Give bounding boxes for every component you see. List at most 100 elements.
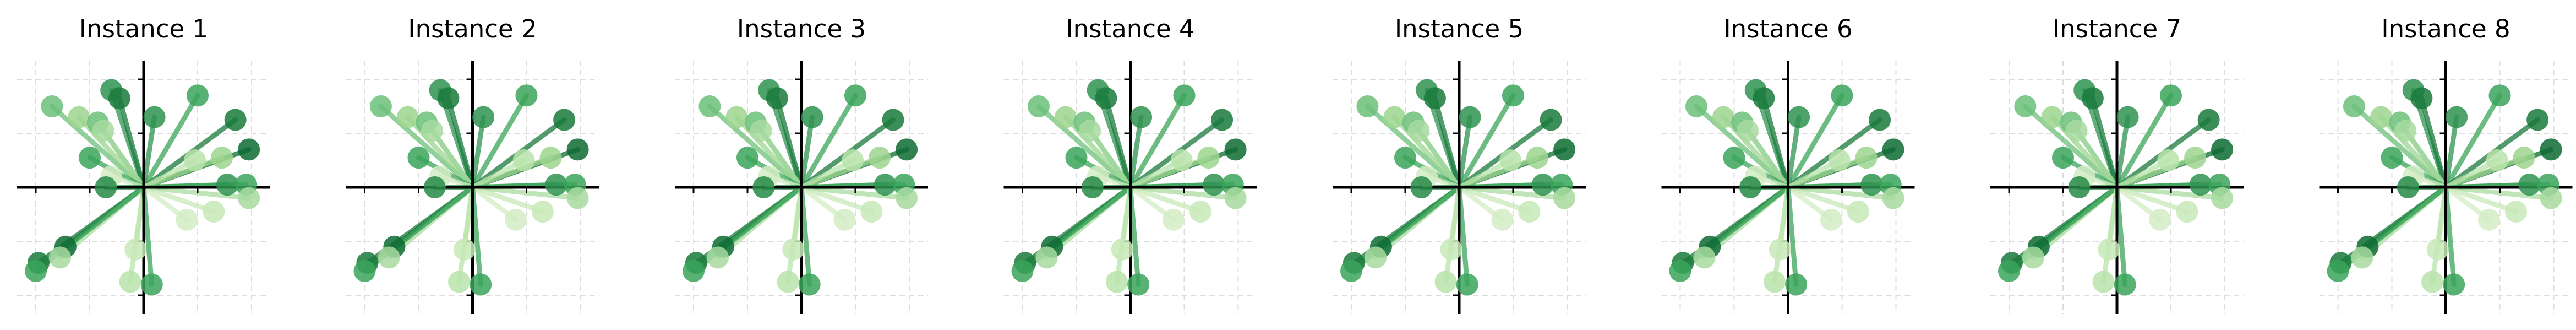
data-point xyxy=(224,109,247,131)
panels: Instance 1 Instance 2 Instance 3 Instance 4… xyxy=(17,14,2573,314)
data-point xyxy=(378,246,400,269)
data-point xyxy=(1693,246,1716,269)
data-point xyxy=(2410,87,2433,110)
data-point xyxy=(1788,106,1810,128)
data-point xyxy=(216,174,238,196)
data-point xyxy=(1831,84,1853,107)
data-point xyxy=(2211,138,2234,161)
data-point xyxy=(504,208,527,231)
vector-line xyxy=(1128,185,1203,214)
vector-line xyxy=(1128,115,1144,190)
data-point xyxy=(1011,259,1034,282)
vector-line xyxy=(799,93,858,190)
data-point xyxy=(49,246,72,269)
data-point xyxy=(553,109,576,131)
data-point xyxy=(2160,84,2182,107)
data-point xyxy=(2486,149,2508,171)
data-point xyxy=(1224,138,1247,161)
vector-line xyxy=(785,185,804,284)
data-point xyxy=(437,87,460,110)
data-point xyxy=(95,176,117,198)
data-point xyxy=(2381,147,2403,169)
vector-line xyxy=(2419,95,2448,190)
data-point xyxy=(1356,95,1379,117)
data-point xyxy=(1518,201,1541,223)
panel-title: Instance 3 xyxy=(737,14,866,44)
data-point xyxy=(2394,120,2416,142)
data-point xyxy=(1998,259,2020,282)
data-point xyxy=(1753,87,1775,110)
data-point xyxy=(2052,147,2074,169)
vector-line xyxy=(1786,93,1844,190)
data-point xyxy=(2327,259,2349,282)
data-point xyxy=(1491,208,1514,231)
data-point xyxy=(1860,174,1883,196)
data-point xyxy=(842,149,864,171)
panel-title: Instance 8 xyxy=(2381,14,2510,44)
data-point xyxy=(41,95,63,117)
data-point xyxy=(1531,174,1554,196)
data-point xyxy=(2114,273,2136,296)
vector-line xyxy=(470,93,529,190)
panel-title: Instance 5 xyxy=(1395,14,1524,44)
vector-line xyxy=(141,115,157,190)
vector-line xyxy=(1786,185,1861,214)
data-point xyxy=(211,147,233,169)
data-point xyxy=(2518,174,2541,196)
data-point xyxy=(801,106,823,128)
data-point xyxy=(2526,109,2549,131)
data-point xyxy=(124,238,147,261)
data-point xyxy=(1855,147,1878,169)
data-point xyxy=(782,238,805,261)
vector-line xyxy=(1443,185,1462,284)
data-point xyxy=(882,109,904,131)
data-point xyxy=(1526,147,1549,169)
vector-line xyxy=(2114,93,2174,190)
data-point xyxy=(472,106,495,128)
vector-line xyxy=(2101,185,2120,284)
vector-line xyxy=(1456,185,1567,201)
data-point xyxy=(1669,259,1691,282)
vector-line xyxy=(1456,93,1516,190)
data-point xyxy=(1553,187,1576,209)
data-point xyxy=(1170,149,1193,171)
data-point xyxy=(1847,201,1869,223)
data-point xyxy=(515,84,538,107)
data-point xyxy=(423,176,446,198)
series-points xyxy=(1340,79,1576,296)
vector-line xyxy=(2090,95,2120,190)
data-point xyxy=(2477,208,2500,231)
vector-line xyxy=(758,128,804,190)
vector-line xyxy=(1128,185,1238,201)
vector-line xyxy=(2443,115,2459,190)
vector-line xyxy=(1456,115,1473,190)
vector-line xyxy=(1772,185,1791,284)
data-point xyxy=(2022,246,2045,269)
vector-line xyxy=(1432,95,1462,190)
series-points xyxy=(1998,79,2234,296)
data-point xyxy=(1111,238,1133,261)
chart-panel: Instance 8 xyxy=(2319,14,2573,314)
data-point xyxy=(1095,87,1117,110)
vector-line xyxy=(1087,128,1133,190)
data-point xyxy=(119,271,141,293)
data-point xyxy=(2068,176,2091,198)
chart-panel: Instance 5 xyxy=(1333,14,1586,314)
chart-panel: Instance 1 xyxy=(17,14,270,314)
data-point xyxy=(1499,149,1522,171)
data-point xyxy=(184,149,206,171)
data-point xyxy=(1127,273,1150,296)
data-point xyxy=(1764,271,1786,293)
data-point xyxy=(736,147,758,169)
data-point xyxy=(1540,109,1562,131)
vector-line xyxy=(429,128,475,190)
data-point xyxy=(539,147,562,169)
vector-line xyxy=(799,115,815,190)
panel-title: Instance 4 xyxy=(1066,14,1194,44)
series-points xyxy=(353,79,589,296)
vector-line xyxy=(2403,128,2448,190)
panel-title: Instance 1 xyxy=(79,14,208,44)
vector-line xyxy=(470,115,486,190)
data-point xyxy=(1828,149,1851,171)
